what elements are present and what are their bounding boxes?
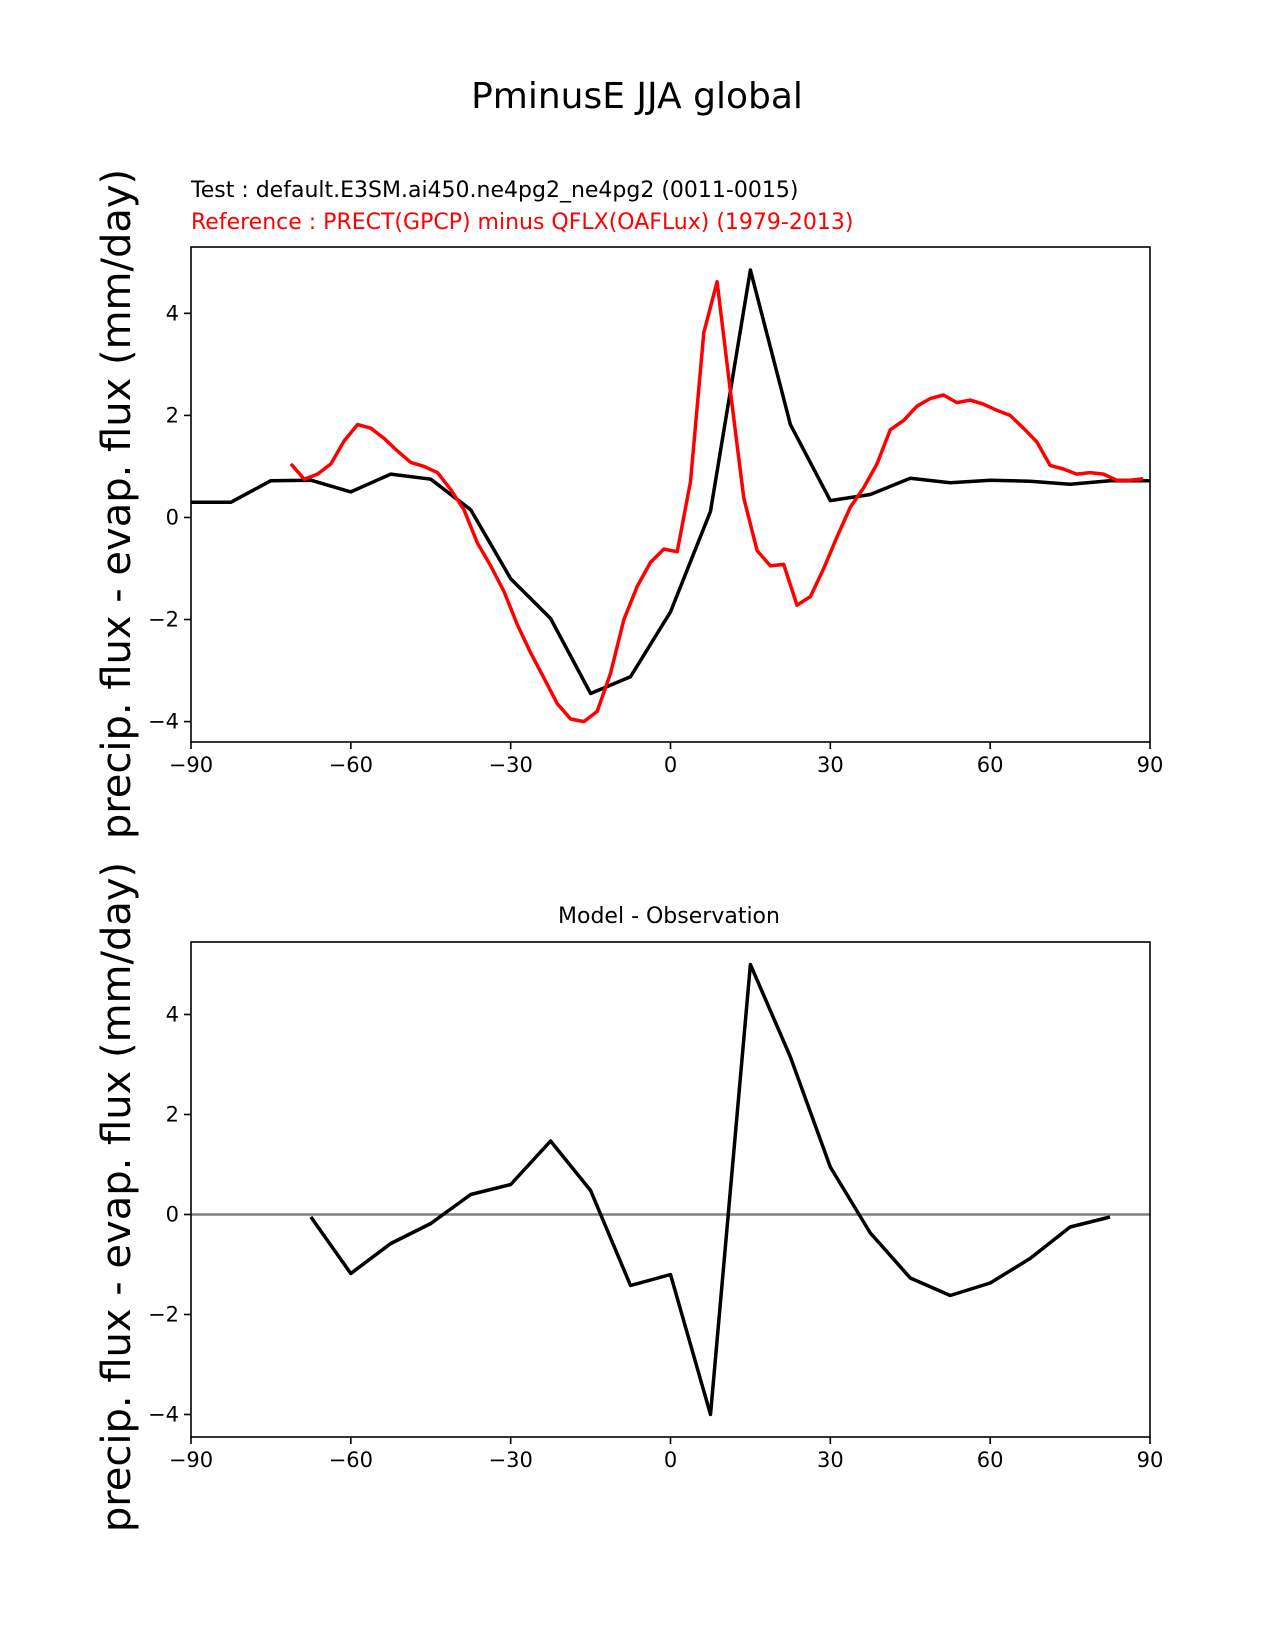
figure-title: PminusE JJA global (471, 76, 803, 117)
top-y-tick-label: 4 (166, 301, 179, 325)
bottom-x-tick-label: 60 (977, 1448, 1004, 1472)
bottom-x-tick-label: −30 (489, 1448, 533, 1472)
bottom-panel-title: Model - Observation (558, 904, 780, 929)
bottom-x-tick-label: 90 (1137, 1448, 1164, 1472)
top-x-tick-label: 60 (977, 753, 1004, 777)
top-x-tick-label: 0 (664, 753, 677, 777)
bottom-y-tick-label: 0 (166, 1203, 179, 1227)
top-y-tick-label: −4 (148, 710, 179, 734)
bottom-y-tick-label: 4 (166, 1003, 179, 1027)
bottom-y-axis-label: precip. flux - evap. flux (mm/day) (94, 862, 140, 1532)
bottom-x-tick-label: 0 (664, 1448, 677, 1472)
top-panel: −90 −60 −30 0 30 60 90 −4 −2 0 2 4 (148, 246, 1164, 777)
bottom-y-tick-label: 2 (166, 1103, 179, 1127)
top-series-line-1 (289, 279, 1144, 724)
top-x-tick-label: −30 (489, 753, 533, 777)
top-y-tick-label: −2 (148, 608, 179, 632)
bottom-x-tick-label: −90 (169, 1448, 213, 1472)
top-y-tick-label: 0 (166, 505, 179, 529)
top-y-tick-label: 2 (166, 403, 179, 427)
bottom-x-tick-label: −60 (329, 1448, 373, 1472)
top-x-tick-label: −60 (329, 753, 373, 777)
bottom-panel: −90 −60 −30 0 30 60 90 −4 −2 0 2 4 (148, 941, 1164, 1472)
top-axes-frame (190, 246, 1151, 743)
top-series-line-0 (191, 268, 1150, 696)
top-x-tick-label: 30 (817, 753, 844, 777)
bottom-series-line-0 (309, 962, 1111, 1417)
bottom-y-tick-label: −4 (148, 1403, 179, 1427)
top-x-tick-label: −90 (169, 753, 213, 777)
bottom-x-tick-label: 30 (817, 1448, 844, 1472)
bottom-y-tick-label: −2 (148, 1303, 179, 1327)
top-y-axis-label: precip. flux - evap. flux (mm/day) (94, 169, 140, 839)
bottom-axes-frame (190, 941, 1151, 1438)
top-x-tick-label: 90 (1137, 753, 1164, 777)
top-subtitle-test: Test : default.E3SM.ai450.ne4pg2_ne4pg2 … (190, 178, 798, 203)
top-subtitle-reference: Reference : PRECT(GPCP) minus QFLX(OAFLu… (191, 210, 853, 235)
